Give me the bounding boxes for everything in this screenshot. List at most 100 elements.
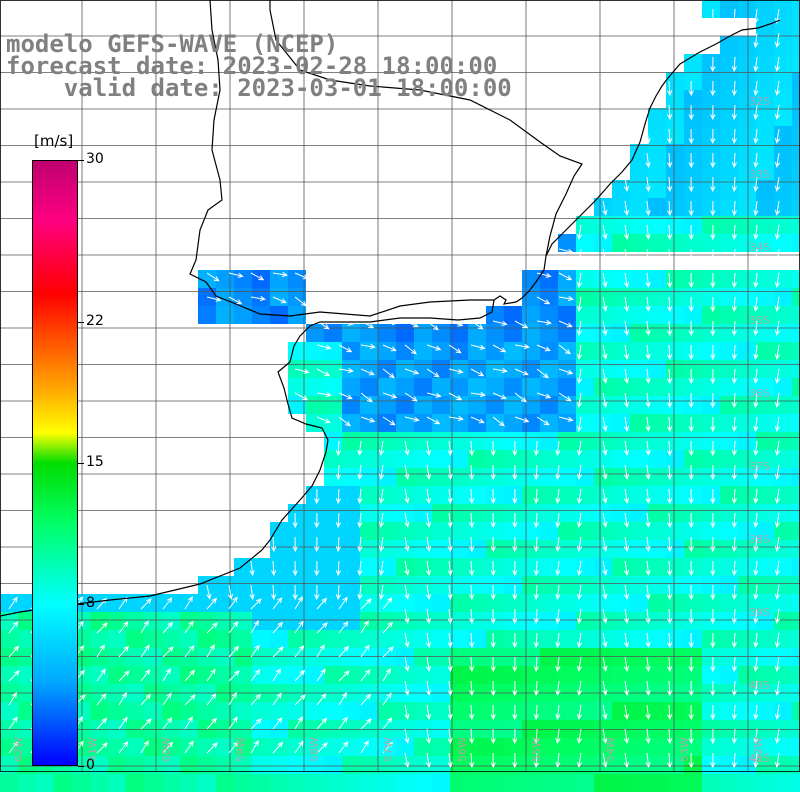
wind-cell bbox=[396, 468, 414, 486]
wind-cell bbox=[522, 468, 540, 486]
wind-arrow bbox=[731, 248, 737, 265]
wind-cell bbox=[522, 576, 540, 594]
wind-cell bbox=[234, 306, 252, 324]
wind-cell bbox=[756, 72, 774, 90]
wind-cell bbox=[90, 594, 108, 612]
wind-cell bbox=[648, 540, 666, 558]
wind-arrow bbox=[774, 200, 781, 216]
wind-cell bbox=[774, 720, 792, 738]
wind-cell bbox=[576, 738, 594, 756]
wind-cell bbox=[738, 486, 756, 504]
wind-cell bbox=[720, 558, 738, 576]
lat-label: 38S bbox=[749, 533, 770, 546]
wind-arrow bbox=[426, 344, 442, 351]
wind-cell bbox=[630, 702, 648, 720]
lat-label: 35S bbox=[749, 314, 770, 327]
wind-cell bbox=[792, 234, 800, 252]
wind-cell bbox=[396, 612, 414, 630]
wind-arrow bbox=[645, 464, 651, 481]
wind-cell bbox=[774, 144, 792, 162]
wind-cell bbox=[738, 270, 756, 288]
wind-cell bbox=[720, 414, 738, 432]
wind-cell bbox=[612, 774, 630, 792]
wind-arrow bbox=[710, 752, 716, 769]
wind-cell bbox=[702, 126, 720, 144]
wind-cell bbox=[630, 324, 648, 342]
wind-arrow bbox=[623, 752, 630, 768]
wind-cell bbox=[666, 612, 684, 630]
wind-cell bbox=[342, 738, 360, 756]
wind-cell bbox=[702, 324, 720, 342]
wind-cell bbox=[270, 774, 288, 792]
wind-cell bbox=[702, 468, 720, 486]
wind-cell bbox=[648, 306, 666, 324]
wind-cell bbox=[792, 450, 800, 468]
wind-arrow bbox=[753, 128, 759, 145]
wind-cell bbox=[594, 522, 612, 540]
wind-arrow bbox=[118, 670, 130, 682]
wind-arrow bbox=[228, 296, 243, 305]
wind-cell bbox=[756, 0, 774, 18]
wind-arrow bbox=[623, 728, 630, 744]
colorbar-tick-mark bbox=[78, 160, 84, 161]
wind-cell bbox=[702, 594, 720, 612]
wind-cell bbox=[792, 648, 800, 666]
wind-cell bbox=[324, 612, 342, 630]
colorbar-tick-mark bbox=[78, 321, 84, 323]
wind-cell bbox=[234, 288, 252, 306]
wind-cell bbox=[792, 270, 800, 288]
wind-cell bbox=[702, 0, 720, 18]
wind-cell bbox=[684, 504, 702, 522]
wind-cell bbox=[342, 774, 360, 792]
wind-arrow bbox=[533, 608, 539, 625]
wind-arrow bbox=[360, 619, 369, 634]
wind-cell bbox=[612, 522, 630, 540]
wind-cell bbox=[450, 738, 468, 756]
wind-arrow bbox=[576, 512, 583, 528]
wind-cell bbox=[342, 378, 360, 396]
wind-cell bbox=[198, 738, 216, 756]
wind-cell bbox=[576, 288, 594, 306]
wind-cell bbox=[288, 666, 306, 684]
wind-cell bbox=[756, 594, 774, 612]
wind-cell bbox=[270, 288, 288, 306]
wind-arrow bbox=[623, 320, 630, 336]
wind-cell bbox=[630, 630, 648, 648]
wind-cell bbox=[180, 702, 198, 720]
wind-arrow bbox=[774, 488, 781, 504]
wind-cell bbox=[360, 612, 378, 630]
wind-cell bbox=[414, 756, 432, 774]
wind-cell bbox=[324, 774, 342, 792]
wind-cell bbox=[792, 306, 800, 324]
wind-cell bbox=[612, 540, 630, 558]
wind-cell bbox=[540, 648, 558, 666]
wind-arrow bbox=[382, 717, 393, 730]
wind-arrow bbox=[602, 224, 608, 240]
wind-cell bbox=[18, 648, 36, 666]
wind-cell bbox=[792, 360, 800, 378]
wind-cell bbox=[648, 504, 666, 522]
wind-cell bbox=[792, 108, 800, 126]
wind-cell bbox=[738, 738, 756, 756]
wind-arrow bbox=[667, 80, 673, 97]
wind-cell bbox=[360, 594, 378, 612]
wind-cell bbox=[648, 144, 666, 162]
wind-cell bbox=[522, 288, 540, 306]
wind-arrow bbox=[731, 680, 737, 697]
wind-arrow bbox=[492, 392, 507, 400]
wind-cell bbox=[756, 36, 774, 54]
wind-arrow bbox=[667, 464, 673, 481]
wind-cell bbox=[792, 486, 800, 504]
wind-cell bbox=[648, 594, 666, 612]
wind-cell bbox=[396, 450, 414, 468]
colorbar-tick-label: 8 bbox=[86, 595, 95, 612]
wind-cell bbox=[270, 666, 288, 684]
wind-arrow bbox=[576, 632, 583, 648]
wind-cell bbox=[450, 378, 468, 396]
wind-cell bbox=[504, 666, 522, 684]
wind-cell bbox=[630, 414, 648, 432]
wind-arrow bbox=[688, 224, 694, 241]
wind-arrow bbox=[753, 752, 759, 769]
wind-cell bbox=[666, 504, 684, 522]
wind-cell bbox=[612, 576, 630, 594]
